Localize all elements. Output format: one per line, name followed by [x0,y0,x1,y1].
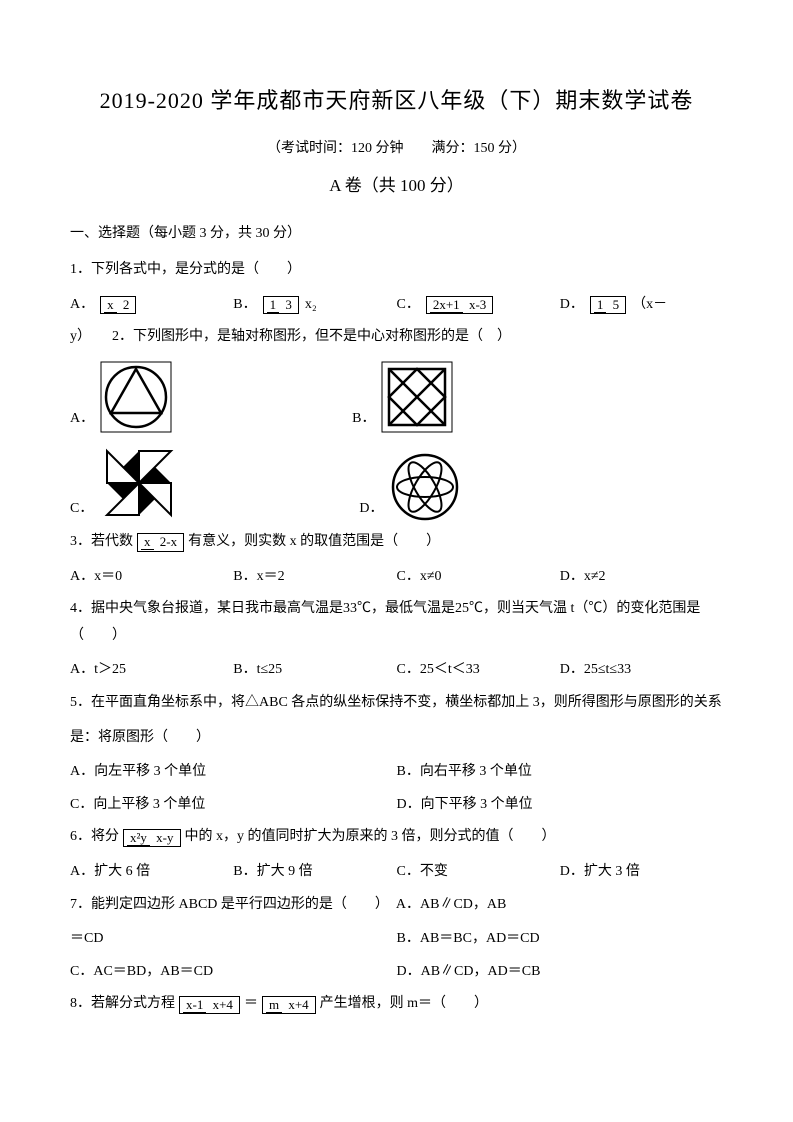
shape-a: A． [70,361,172,433]
q1-continuation-q2: y） 2．下列图形中，是轴对称图形，但不是中心对称图形的是（ ） [70,324,723,351]
shape-d: D． [359,451,461,523]
shape-label-a: A． [70,406,94,433]
paper-label: A 卷（共 100 分） [70,170,723,202]
opt-label: C． [397,292,420,319]
shape-c: C． [70,443,179,523]
q1-opt-a: A． x 2 [70,292,233,319]
denominator: x-3 [466,297,489,312]
q6-suffix: 中的 x，y 的值同时扩大为原来的 3 倍，则分式的值（ ） [185,824,556,851]
opt-suffix: x₂ [305,292,317,319]
q3-opt-c: C．x≠0 [397,564,560,591]
section-header: 一、选择题（每小题 3 分，共 30 分） [70,221,723,248]
numerator: x²y [127,830,150,846]
question-1: 1．下列各式中，是分式的是（ ） [70,257,723,284]
q6-opt-c: C．不变 [397,859,560,886]
shape-b: B． [352,361,453,433]
question-5-line1: 5．在平面直角坐标系中，将△ABC 各点的纵坐标保持不变，横坐标都加上 3，则所… [70,690,723,717]
q7-opt-c: C．AC＝BD，AB＝CD [70,959,397,986]
q3-opt-b: B．x＝2 [233,564,396,591]
q5-opt-b: B．向右平移 3 个单位 [397,759,724,786]
exam-title: 2019-2020 学年成都市天府新区八年级（下）期末数学试卷 [70,80,723,122]
fraction-icon: 1 5 [590,296,626,314]
q5-options-2: C．向上平移 3 个单位 D．向下平移 3 个单位 [70,792,723,819]
q1-options: A． x 2 B． 1 3 x₂ C． 2x+1 x-3 D． 1 5 （x－ [70,292,723,319]
shape-label-c: C． [70,496,93,523]
shape-label-b: B． [352,406,375,433]
question-7: 7．能判定四边形 ABCD 是平行四边形的是（ ） A．AB∥CD，AB [70,892,723,919]
q3-opt-d: D．x≠2 [560,564,723,591]
q5-opt-d: D．向下平移 3 个单位 [397,792,724,819]
question-5-line2: 是：将原图形（ ） [70,725,723,752]
denominator: 3 [282,297,295,312]
q5-options-1: A．向左平移 3 个单位 B．向右平移 3 个单位 [70,759,723,786]
opt-label: B． [233,292,256,319]
numerator: 2x+1 [430,297,463,313]
circle-triangle-icon [100,361,172,433]
question-6: 6．将分 x²y x-y 中的 x，y 的值同时扩大为原来的 3 倍，则分式的值… [70,824,723,851]
q6-prefix: 6．将分 [70,824,119,851]
shapes-row-2: C． D． [70,443,723,523]
fraction-icon: x-1 x+4 [179,996,240,1014]
q5-opt-c: C．向上平移 3 个单位 [70,792,397,819]
q1-opt-c: C． 2x+1 x-3 [397,292,560,319]
q6-options: A．扩大 6 倍 B．扩大 9 倍 C．不变 D．扩大 3 倍 [70,859,723,886]
q6-opt-a: A．扩大 6 倍 [70,859,233,886]
q1-opt-b: B． 1 3 x₂ [233,292,396,319]
square-diagonals-icon [381,361,453,433]
q3-options: A．x＝0 B．x＝2 C．x≠0 D．x≠2 [70,564,723,591]
denominator: x+4 [210,997,236,1012]
numerator: 1 [594,297,607,313]
q4-opt-d: D．25≤t≤33 [560,657,723,684]
numerator: x [104,297,117,313]
q8-prefix: 8．若解分式方程 [70,991,175,1018]
shapes-row-1: A． B． [70,361,723,433]
denominator: 2 [120,297,133,312]
denominator: 5 [610,297,623,312]
q6-opt-d: D．扩大 3 倍 [560,859,723,886]
q1-opt-d: D． 1 5 （x－ [560,292,723,319]
denominator: x+4 [285,997,311,1012]
q4-options: A．t＞25 B．t≤25 C．25＜t＜33 D．25≤t≤33 [70,657,723,684]
numerator: m [266,997,282,1013]
fraction-icon: 2x+1 x-3 [426,296,493,314]
q7-opt-d: D．AB∥CD，AD＝CB [397,959,724,986]
fraction-icon: m x+4 [262,996,316,1014]
q4-opt-b: B．t≤25 [233,657,396,684]
q3-prefix: 3．若代数 [70,529,133,556]
fraction-icon: x²y x-y [123,829,181,847]
opt-label: D． [560,292,584,319]
q7-line2: ＝CD [70,926,397,953]
q3-opt-a: A．x＝0 [70,564,233,591]
q4-opt-a: A．t＞25 [70,657,233,684]
denominator: 2-x [157,534,180,549]
numerator: x [141,534,154,550]
numerator: x-1 [183,997,206,1013]
shape-label-d: D． [359,496,383,523]
denominator: x-y [153,830,176,845]
fraction-icon: 1 3 [263,296,299,314]
question-8: 8．若解分式方程 x-1 x+4 ＝ m x+4 产生增根，则 m＝（ ） [70,991,723,1018]
q3-suffix: 有意义，则实数 x 的取值范围是（ ） [188,529,440,556]
opt-suffix: （x－ [632,292,667,319]
q8-suffix: 产生增根，则 m＝（ ） [320,991,488,1018]
question-3: 3．若代数 x 2-x 有意义，则实数 x 的取值范围是（ ） [70,529,723,556]
q7-row2: ＝CD B．AB＝BC，AD＝CD [70,926,723,953]
q7-row3: C．AC＝BD，AB＝CD D．AB∥CD，AD＝CB [70,959,723,986]
flower-icon [389,451,461,523]
fraction-icon: x 2 [100,296,136,314]
exam-info: （考试时间：120 分钟 满分：150 分） [70,136,723,163]
equals: ＝ [244,991,258,1018]
fraction-icon: x 2-x [137,533,184,551]
opt-label: A． [70,292,94,319]
pinwheel-icon [99,443,179,523]
q5-opt-a: A．向左平移 3 个单位 [70,759,397,786]
question-4: 4．据中央气象台报道，某日我市最高气温是33℃，最低气温是25℃，则当天气温 t… [70,596,723,649]
q6-opt-b: B．扩大 9 倍 [233,859,396,886]
q7-opt-b: B．AB＝BC，AD＝CD [397,926,724,953]
numerator: 1 [267,297,280,313]
q4-opt-c: C．25＜t＜33 [397,657,560,684]
